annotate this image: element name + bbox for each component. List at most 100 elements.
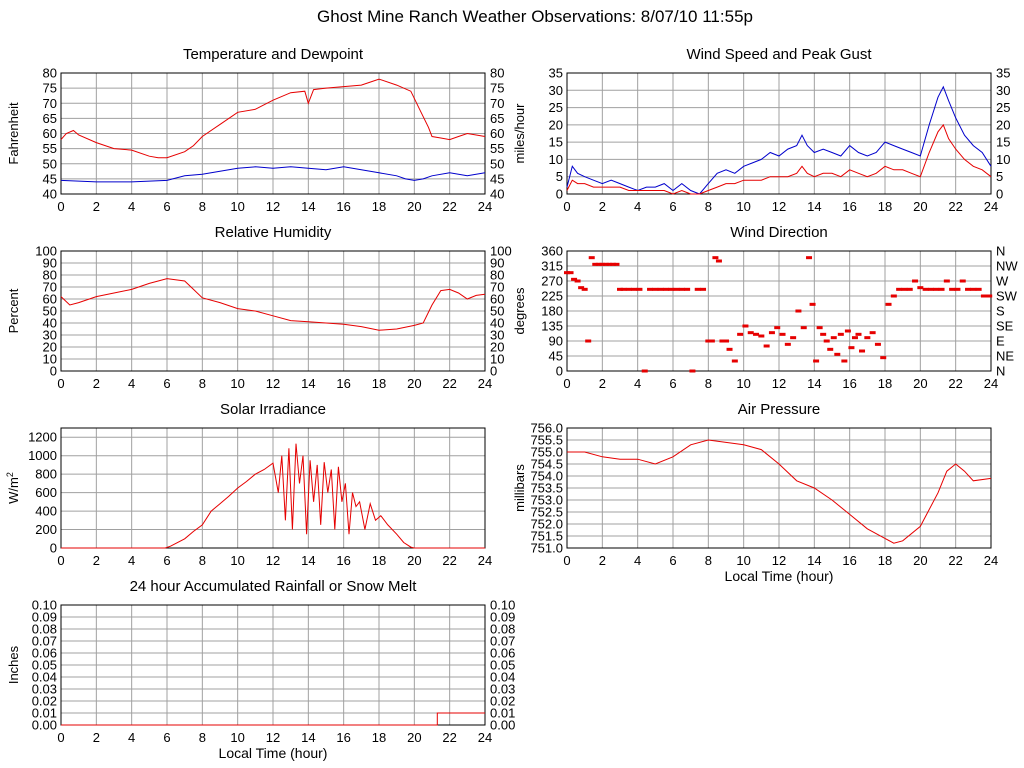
data-point xyxy=(574,279,581,283)
data-point xyxy=(585,339,592,343)
data-point xyxy=(841,359,848,363)
data-point xyxy=(581,287,588,291)
data-point xyxy=(715,259,722,263)
y-tick-label: 400 xyxy=(35,504,57,519)
y-right-tick-label: 0 xyxy=(996,187,1003,202)
data-point xyxy=(647,287,654,291)
chart-title: Solar Irradiance xyxy=(220,401,326,418)
x-tick-label: 2 xyxy=(93,730,100,745)
y-right-tick-label: 80 xyxy=(490,268,504,283)
y-right-tick-label: 60 xyxy=(490,126,504,141)
data-point xyxy=(588,256,595,260)
y-right-tick-label: 50 xyxy=(490,304,504,319)
y-right-tick-label: 0.06 xyxy=(490,646,515,661)
y-tick-label: 752.0 xyxy=(530,517,563,532)
y-right-tick-label: 70 xyxy=(490,280,504,295)
x-tick-label: 22 xyxy=(442,730,456,745)
y-tick-label: 0 xyxy=(556,187,563,202)
data-point xyxy=(834,352,841,356)
data-point xyxy=(657,287,664,291)
data-point xyxy=(830,336,837,340)
y-tick-label: 20 xyxy=(549,117,563,132)
y-right-tick-label: 45 xyxy=(490,171,504,186)
x-tick-label: 10 xyxy=(736,553,750,568)
data-point xyxy=(855,332,862,336)
y-tick-label: 225 xyxy=(541,289,563,304)
x-tick-label: 12 xyxy=(772,376,786,391)
y-right-tick-label: 5 xyxy=(996,169,1003,184)
data-point xyxy=(943,279,950,283)
y-axis-label: Percent xyxy=(6,288,21,333)
y-tick-label: 65 xyxy=(43,111,57,126)
x-tick-label: 14 xyxy=(807,553,821,568)
y-axis-label-superscript: 2 xyxy=(5,472,15,477)
y-tick-label: 753.5 xyxy=(530,481,563,496)
x-tick-label: 18 xyxy=(372,730,386,745)
x-tick-label: 8 xyxy=(199,730,206,745)
y-right-tick-label: 40 xyxy=(490,316,504,331)
y-right-tick-label: 55 xyxy=(490,141,504,156)
x-tick-label: 18 xyxy=(878,376,892,391)
x-tick-label: 4 xyxy=(128,730,135,745)
data-point xyxy=(620,287,627,291)
y-right-tick-label: 10 xyxy=(996,152,1010,167)
y-right-tick-label: S xyxy=(996,304,1005,319)
y-tick-label: 70 xyxy=(43,280,57,295)
data-point xyxy=(827,347,834,351)
x-tick-label: 0 xyxy=(57,376,64,391)
chart-title: Air Pressure xyxy=(738,401,821,418)
data-point xyxy=(795,309,802,313)
data-point xyxy=(927,287,934,291)
x-tick-label: 18 xyxy=(372,553,386,568)
x-tick-label: 14 xyxy=(807,199,821,214)
x-tick-label: 2 xyxy=(93,199,100,214)
chart-rain: 24 hour Accumulated Rainfall or Snow Mel… xyxy=(6,578,515,761)
x-tick-label: 22 xyxy=(442,553,456,568)
y-right-tick-label: SE xyxy=(996,319,1014,334)
series-line xyxy=(567,439,992,544)
y-axis-label: degrees xyxy=(512,287,527,334)
x-tick-label: 24 xyxy=(478,199,492,214)
data-point xyxy=(823,339,830,343)
data-point xyxy=(901,287,908,291)
y-right-tick-label: 35 xyxy=(996,66,1010,81)
x-tick-label: 20 xyxy=(913,553,927,568)
x-tick-label: 16 xyxy=(336,199,350,214)
y-tick-label: 754.5 xyxy=(530,457,563,472)
y-right-tick-label: 75 xyxy=(490,81,504,96)
data-point xyxy=(592,262,599,266)
data-point xyxy=(816,326,823,330)
chart-title: Wind Speed and Peak Gust xyxy=(686,46,872,63)
x-tick-label: 10 xyxy=(736,199,750,214)
x-tick-label: 22 xyxy=(442,376,456,391)
x-tick-label: 20 xyxy=(407,553,421,568)
x-tick-label: 8 xyxy=(705,376,712,391)
y-right-tick-label: 30 xyxy=(996,83,1010,98)
x-tick-label: 16 xyxy=(842,199,856,214)
y-right-tick-label: 0.04 xyxy=(490,670,515,685)
x-tick-label: 2 xyxy=(599,199,606,214)
y-tick-label: 600 xyxy=(35,485,57,500)
y-tick-label: 70 xyxy=(43,96,57,111)
x-tick-label: 18 xyxy=(878,199,892,214)
y-tick-label: 50 xyxy=(43,304,57,319)
x-tick-label: 8 xyxy=(199,199,206,214)
y-tick-label: 10 xyxy=(549,152,563,167)
y-tick-label: 25 xyxy=(549,100,563,115)
data-point xyxy=(631,287,638,291)
y-tick-label: 15 xyxy=(549,135,563,150)
data-point xyxy=(874,342,881,346)
data-point xyxy=(970,287,977,291)
y-tick-label: 80 xyxy=(43,66,57,81)
data-point xyxy=(578,286,585,290)
y-right-tick-label: NW xyxy=(996,259,1018,274)
data-point xyxy=(774,326,781,330)
x-tick-label: 0 xyxy=(563,376,570,391)
y-tick-label: 360 xyxy=(541,244,563,259)
chart-title: Relative Humidity xyxy=(215,224,332,241)
y-right-tick-label: 15 xyxy=(996,135,1010,150)
plot-frame xyxy=(60,72,486,195)
